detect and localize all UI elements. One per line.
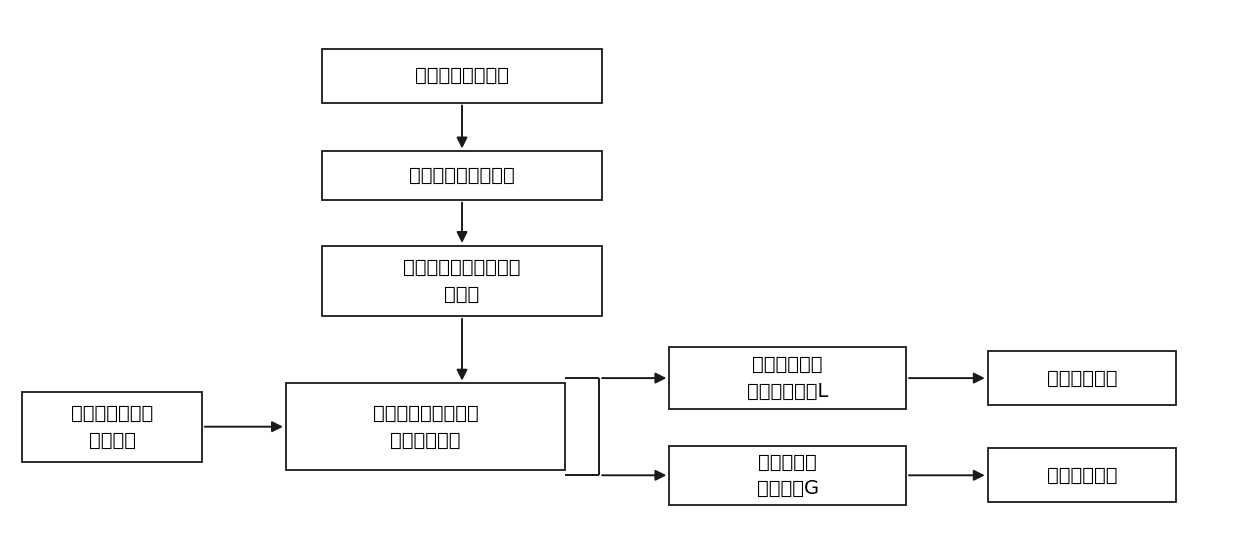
FancyBboxPatch shape — [322, 48, 601, 102]
FancyBboxPatch shape — [322, 246, 601, 316]
Text: 识别精度状态: 识别精度状态 — [1047, 369, 1117, 387]
Text: 电主轴振动时序
信号采集: 电主轴振动时序 信号采集 — [71, 404, 154, 450]
Text: 放大输出：
判别轨迹G: 放大输出： 判别轨迹G — [756, 452, 818, 498]
FancyBboxPatch shape — [987, 351, 1176, 405]
Text: 建立差分双混沌振子检
测方法: 建立差分双混沌振子检 测方法 — [403, 258, 521, 304]
FancyBboxPatch shape — [285, 383, 565, 470]
Text: 构造差分双混沌振子: 构造差分双混沌振子 — [409, 166, 515, 185]
FancyBboxPatch shape — [670, 347, 906, 409]
FancyBboxPatch shape — [22, 392, 202, 462]
Text: 优化混沌杜芬振子: 优化混沌杜芬振子 — [415, 66, 510, 85]
Text: 诊断误差因素: 诊断误差因素 — [1047, 466, 1117, 485]
FancyBboxPatch shape — [322, 152, 601, 200]
Text: 差分双混沌振子精度
监测诊断系统: 差分双混沌振子精度 监测诊断系统 — [373, 404, 479, 450]
FancyBboxPatch shape — [670, 446, 906, 505]
Text: 或运算输出：
状态判别逻辑L: 或运算输出： 状态判别逻辑L — [746, 355, 828, 401]
FancyBboxPatch shape — [987, 449, 1176, 503]
